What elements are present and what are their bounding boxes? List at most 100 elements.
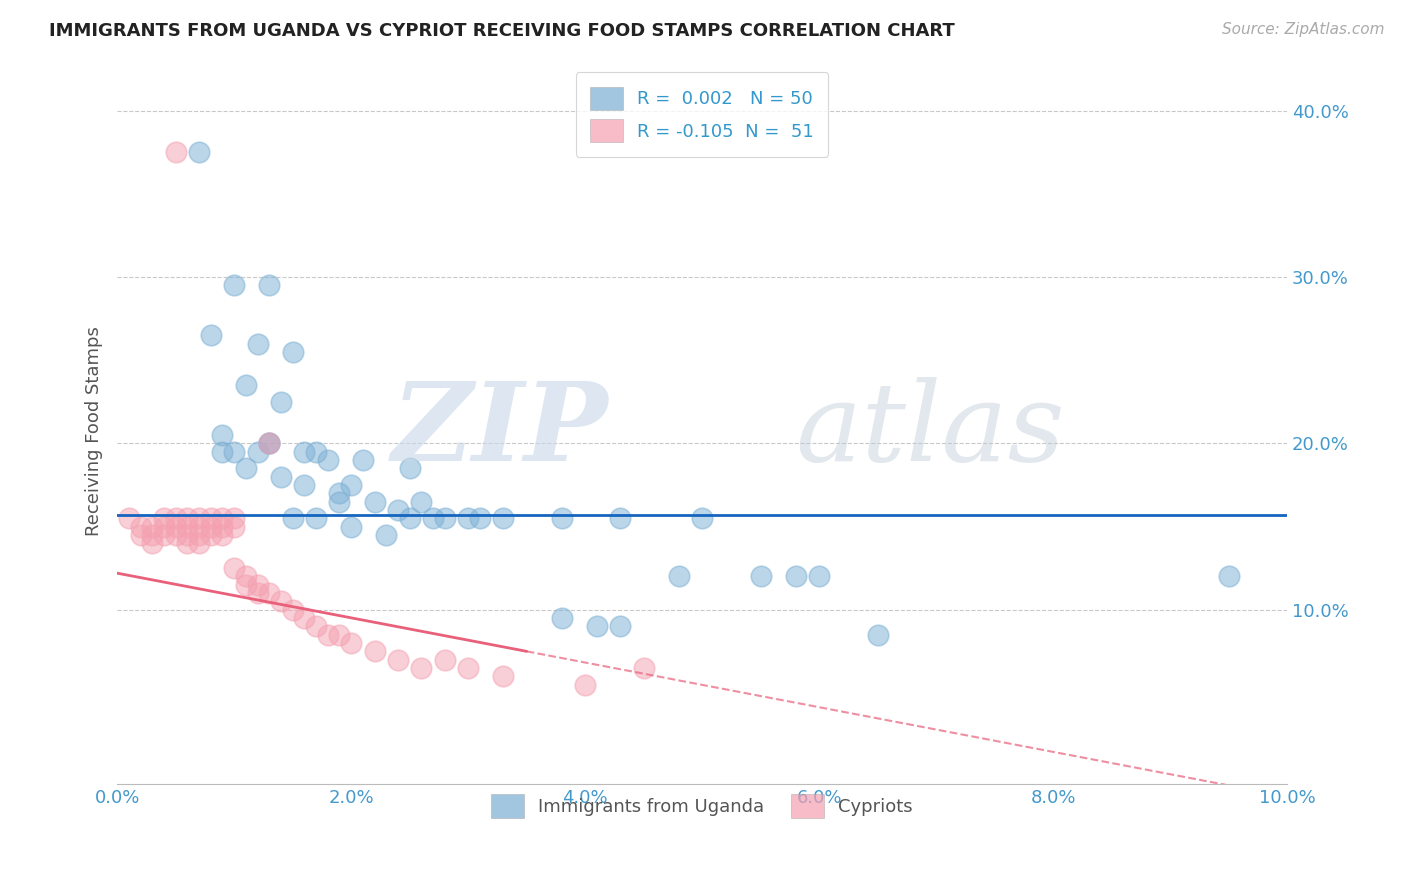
Point <box>224 561 246 575</box>
Point <box>165 519 187 533</box>
Point <box>246 578 269 592</box>
Point <box>188 536 211 550</box>
Point <box>211 528 233 542</box>
Point <box>457 661 479 675</box>
Point <box>690 511 713 525</box>
Point <box>224 511 246 525</box>
Point <box>785 569 807 583</box>
Point <box>633 661 655 675</box>
Point <box>387 653 409 667</box>
Y-axis label: Receiving Food Stamps: Receiving Food Stamps <box>86 326 103 536</box>
Point <box>398 461 420 475</box>
Point <box>387 503 409 517</box>
Point <box>176 528 198 542</box>
Point <box>129 519 152 533</box>
Point <box>340 636 363 650</box>
Point <box>246 444 269 458</box>
Point <box>235 578 257 592</box>
Point <box>141 536 163 550</box>
Legend: Immigrants from Uganda, Cypriots: Immigrants from Uganda, Cypriots <box>484 788 920 825</box>
Point <box>551 511 574 525</box>
Point <box>141 519 163 533</box>
Point <box>235 378 257 392</box>
Point <box>153 528 176 542</box>
Point <box>188 145 211 160</box>
Point <box>305 619 328 633</box>
Point <box>200 528 222 542</box>
Point <box>200 519 222 533</box>
Point <box>176 536 198 550</box>
Point <box>340 519 363 533</box>
Point <box>363 494 385 508</box>
Point <box>375 528 398 542</box>
Point <box>292 478 315 492</box>
Point <box>259 278 281 293</box>
Point <box>141 528 163 542</box>
Point <box>259 436 281 450</box>
Point <box>668 569 690 583</box>
Point <box>316 453 339 467</box>
Point <box>328 486 350 500</box>
Point <box>398 511 420 525</box>
Point <box>176 519 198 533</box>
Point <box>292 444 315 458</box>
Point <box>1218 569 1240 583</box>
Point <box>305 511 328 525</box>
Point <box>224 444 246 458</box>
Point <box>246 336 269 351</box>
Point <box>551 611 574 625</box>
Point <box>411 494 433 508</box>
Point <box>574 678 596 692</box>
Point <box>492 511 515 525</box>
Point <box>118 511 141 525</box>
Point <box>165 145 187 160</box>
Point <box>224 519 246 533</box>
Point <box>259 586 281 600</box>
Point <box>259 436 281 450</box>
Point <box>749 569 772 583</box>
Point <box>609 511 631 525</box>
Point <box>433 653 456 667</box>
Point <box>292 611 315 625</box>
Point <box>492 669 515 683</box>
Point <box>422 511 444 525</box>
Point <box>176 511 198 525</box>
Point <box>129 528 152 542</box>
Point <box>457 511 479 525</box>
Point <box>281 511 304 525</box>
Point <box>433 511 456 525</box>
Point <box>153 519 176 533</box>
Point <box>328 628 350 642</box>
Point <box>363 644 385 658</box>
Point <box>585 619 607 633</box>
Point <box>200 328 222 343</box>
Point <box>211 428 233 442</box>
Point <box>165 511 187 525</box>
Point <box>281 603 304 617</box>
Text: IMMIGRANTS FROM UGANDA VS CYPRIOT RECEIVING FOOD STAMPS CORRELATION CHART: IMMIGRANTS FROM UGANDA VS CYPRIOT RECEIV… <box>49 22 955 40</box>
Point <box>808 569 831 583</box>
Point <box>328 494 350 508</box>
Point <box>211 444 233 458</box>
Point <box>188 528 211 542</box>
Point <box>153 511 176 525</box>
Point <box>211 511 233 525</box>
Point <box>305 444 328 458</box>
Point <box>468 511 491 525</box>
Point <box>340 478 363 492</box>
Point <box>270 394 292 409</box>
Point <box>235 569 257 583</box>
Text: ZIP: ZIP <box>392 377 609 484</box>
Point <box>165 528 187 542</box>
Point <box>609 619 631 633</box>
Point <box>352 453 374 467</box>
Point <box>316 628 339 642</box>
Point <box>224 278 246 293</box>
Point <box>281 345 304 359</box>
Point <box>411 661 433 675</box>
Point <box>211 519 233 533</box>
Point <box>246 586 269 600</box>
Point <box>188 511 211 525</box>
Point <box>270 594 292 608</box>
Text: atlas: atlas <box>796 377 1066 484</box>
